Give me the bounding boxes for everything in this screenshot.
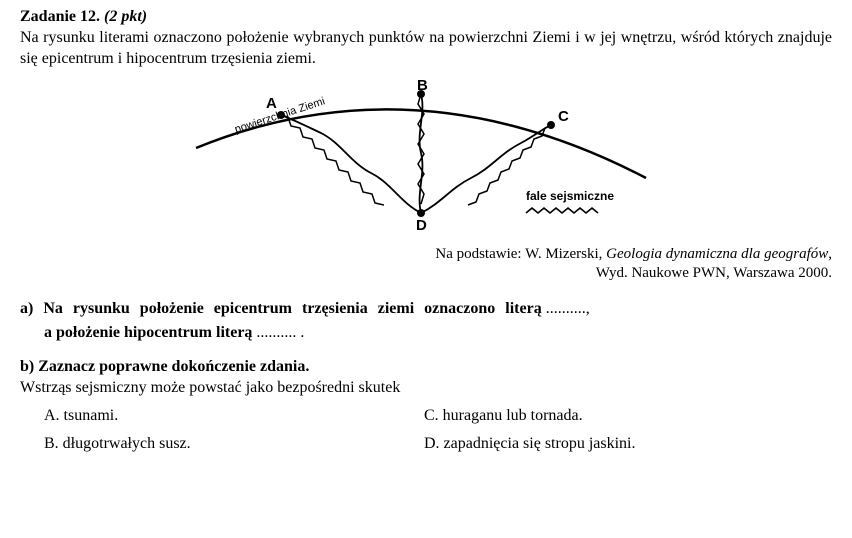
citation-line2: Wyd. Naukowe PWN, Warszawa 2000. <box>596 265 832 281</box>
option-c[interactable]: C. huraganu lub tornada. <box>424 407 583 425</box>
task-number: Zadanie 12. <box>20 8 100 25</box>
part-a-dots1: .........., <box>542 300 590 317</box>
label-d: D <box>416 217 427 234</box>
option-b[interactable]: B. długotrwałych susz. <box>20 435 424 453</box>
citation-ital: Geologia dynamiczna dla geografów <box>606 246 828 262</box>
legend-wave <box>526 208 598 213</box>
part-a-text1: a) Na rysunku położenie epicentrum trzęs… <box>20 300 542 317</box>
figure: A B C D powierzchnia Ziemi fale sejsmicz… <box>20 78 832 243</box>
part-b: b) Zaznacz poprawne dokończenie zdania. … <box>20 358 832 453</box>
citation-post: , <box>828 246 832 262</box>
zigzag-ad <box>281 115 384 205</box>
part-a-line1: a) Na rysunku położenie epicentrum trzęs… <box>20 300 832 318</box>
option-row-1: A. tsunami. C. huraganu lub tornada. <box>20 407 832 425</box>
task-points: (2 pkt) <box>104 8 147 25</box>
task-intro: Na rysunku literami oznaczono położenie … <box>20 28 832 70</box>
part-a: a) Na rysunku położenie epicentrum trzęs… <box>20 300 832 342</box>
label-a: A <box>266 95 277 112</box>
task-header: Zadanie 12. (2 pkt) <box>20 8 832 26</box>
part-a-dots2: .......... . <box>252 324 304 341</box>
options: A. tsunami. C. huraganu lub tornada. B. … <box>20 407 832 453</box>
label-b: B <box>417 78 428 94</box>
option-a[interactable]: A. tsunami. <box>20 407 424 425</box>
option-row-2: B. długotrwałych susz. D. zapadnięcia si… <box>20 435 832 453</box>
part-a-text2: a położenie hipocentrum literą <box>44 324 252 341</box>
part-b-stem: Wstrząs sejsmiczny może powstać jako bez… <box>20 379 832 397</box>
seismic-path-ad <box>281 115 421 213</box>
citation: Na podstawie: W. Mizerski, Geologia dyna… <box>20 245 832 284</box>
citation-pre: Na podstawie: W. Mizerski, <box>435 246 606 262</box>
part-b-head: b) Zaznacz poprawne dokończenie zdania. <box>20 358 832 376</box>
option-d[interactable]: D. zapadnięcia się stropu jaskini. <box>424 435 636 453</box>
label-waves: fale sejsmiczne <box>526 189 614 203</box>
label-c: C <box>558 108 569 125</box>
part-a-line2: a położenie hipocentrum literą .........… <box>20 324 832 342</box>
earthquake-diagram: A B C D powierzchnia Ziemi fale sejsmicz… <box>166 78 686 238</box>
